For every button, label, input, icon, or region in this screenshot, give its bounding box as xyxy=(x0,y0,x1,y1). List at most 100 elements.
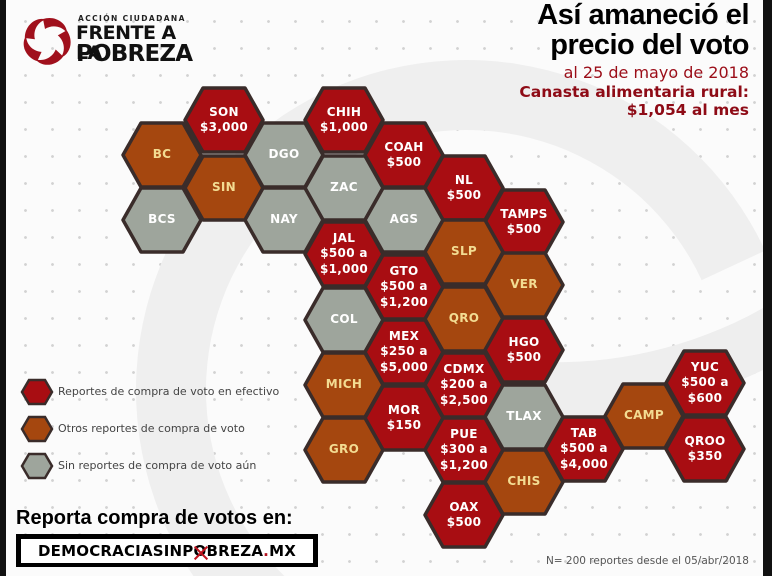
state-code: TAB xyxy=(570,425,598,440)
state-label: COL xyxy=(303,286,385,354)
hexagon-gray-icon xyxy=(20,452,54,479)
state-code: QRO xyxy=(448,311,480,326)
state-hex-ags: AGS xyxy=(363,186,445,254)
state-code: SON xyxy=(209,104,239,119)
state-price: $500 a xyxy=(560,441,608,456)
legend-item-cash: Reportes de compra de voto en efectivo xyxy=(20,373,279,410)
state-hex-col: COL xyxy=(303,286,385,354)
state-code: BCS xyxy=(148,212,176,227)
state-price-max: $1,200 xyxy=(379,294,429,309)
state-label: TAB $500 a $4,000 xyxy=(543,415,625,483)
hexagon-shape-icon xyxy=(483,316,565,384)
state-code: NL xyxy=(454,172,474,187)
state-hex-bcs: BCS xyxy=(121,186,203,254)
state-price: $500 xyxy=(446,188,482,202)
sample-size-footnote: N= 200 reportes desde el 05/abr/2018 xyxy=(545,555,749,567)
state-label: DGO xyxy=(243,121,325,189)
state-price: $3,000 xyxy=(199,120,249,134)
state-hex-oax: OAX $500 xyxy=(423,481,505,549)
state-code: GRO xyxy=(328,442,360,457)
state-price: $500 a xyxy=(681,375,729,390)
state-label: SON $3,000 xyxy=(183,86,265,154)
state-code: CHIS xyxy=(507,474,541,489)
state-code: NAY xyxy=(270,212,298,227)
state-price: $500 xyxy=(446,515,482,529)
state-code: OAX xyxy=(449,499,479,514)
state-label: MEX $250 a $5,000 xyxy=(363,318,445,386)
state-label: ZAC xyxy=(303,154,385,222)
state-hex-bc: BC xyxy=(121,121,203,189)
state-price: $500 xyxy=(386,155,422,169)
state-price-max: $5,000 xyxy=(379,359,429,374)
state-code: COL xyxy=(330,312,358,327)
headline-line-1: Así amaneció el xyxy=(537,0,749,31)
state-price: $150 xyxy=(386,418,422,432)
state-price-max: $600 xyxy=(687,390,723,405)
state-label: GTO $500 a $1,200 xyxy=(363,253,445,321)
state-code: SLP xyxy=(451,244,477,259)
state-code: CDMX xyxy=(443,361,485,376)
url-dot: . xyxy=(263,541,270,560)
state-price-max: $2,500 xyxy=(439,392,489,407)
state-label: HGO $500 xyxy=(483,316,565,384)
state-code: GTO xyxy=(389,263,419,278)
state-hex-mich: MICH xyxy=(303,351,385,419)
state-label: NAY xyxy=(243,186,325,254)
state-code: HGO xyxy=(508,334,540,349)
logo-subtitle: ACCIÓN CIUDADANA xyxy=(78,14,186,23)
state-label: CAMP xyxy=(603,382,685,450)
state-label: CDMX $200 a $2,500 xyxy=(423,351,505,419)
state-code: CHIH xyxy=(326,104,362,119)
state-label: PUE $300 a $1,200 xyxy=(423,416,505,484)
state-price: $350 xyxy=(687,449,723,463)
state-code: AGS xyxy=(389,212,419,227)
state-label: MICH xyxy=(303,351,385,419)
state-label: COAH $500 xyxy=(363,121,445,189)
hexagon-shape-icon xyxy=(423,481,505,549)
state-label: AGS xyxy=(363,186,445,254)
infographic-canvas: ACCIÓN CIUDADANA FRENTE A LA POBREZA Así… xyxy=(6,0,763,576)
state-label: QROO $350 xyxy=(664,415,746,483)
state-label: CHIH $1,000 xyxy=(303,86,385,154)
swirl-logo-icon xyxy=(23,17,71,65)
hexagon-orange-icon xyxy=(20,415,54,442)
hexagon-shape-icon xyxy=(303,416,385,484)
state-code: BC xyxy=(152,147,172,162)
headline-date: al 25 de mayo de 2018 xyxy=(563,63,749,82)
state-code: JAL xyxy=(332,230,356,245)
state-hex-hgo: HGO $500 xyxy=(483,316,565,384)
canasta-value: $1,054 al mes xyxy=(626,101,749,119)
url-part-1: DEMOCRACIASINP xyxy=(38,541,194,560)
state-price: $1,000 xyxy=(319,120,369,134)
state-label: OAX $500 xyxy=(423,481,505,549)
state-code: DGO xyxy=(268,147,300,162)
hexagon-shape-icon xyxy=(121,186,203,254)
website-url-box[interactable]: DEMOCRACIASINP O BREZA. MX xyxy=(16,534,318,567)
hexagon-shape-icon xyxy=(664,415,746,483)
state-code: QROO xyxy=(684,433,726,448)
state-code: VER xyxy=(510,277,538,292)
state-price-max: $1,200 xyxy=(439,457,489,472)
state-price: $200 a xyxy=(440,377,488,392)
legend-label: Otros reportes de compra de voto xyxy=(58,422,245,435)
state-label: VER xyxy=(483,251,565,319)
state-code: MOR xyxy=(387,402,421,417)
state-code: ZAC xyxy=(330,180,358,195)
state-code: MEX xyxy=(388,328,420,343)
state-hex-cdmx: CDMX $200 a $2,500 xyxy=(423,351,505,419)
legend-label: Reportes de compra de voto en efectivo xyxy=(58,385,280,398)
state-code: CAMP xyxy=(623,408,665,423)
state-label: SLP xyxy=(423,218,505,286)
url-part-2: BREZA xyxy=(206,541,264,560)
state-price: $250 a xyxy=(380,344,428,359)
state-price: $500 a xyxy=(320,246,368,261)
state-code: YUC xyxy=(690,359,720,374)
report-call-to-action: Reporta compra de votos en: DEMOCRACIASI… xyxy=(16,506,318,567)
website-url[interactable]: DEMOCRACIASINP O BREZA. MX xyxy=(21,538,313,563)
state-hex-chis: CHIS xyxy=(483,448,565,516)
state-price: $500 xyxy=(506,350,542,364)
state-code: MICH xyxy=(325,377,363,392)
state-label: TAMPS $500 xyxy=(483,188,565,256)
state-price: $500 a xyxy=(380,279,428,294)
url-tld: MX xyxy=(269,541,296,560)
